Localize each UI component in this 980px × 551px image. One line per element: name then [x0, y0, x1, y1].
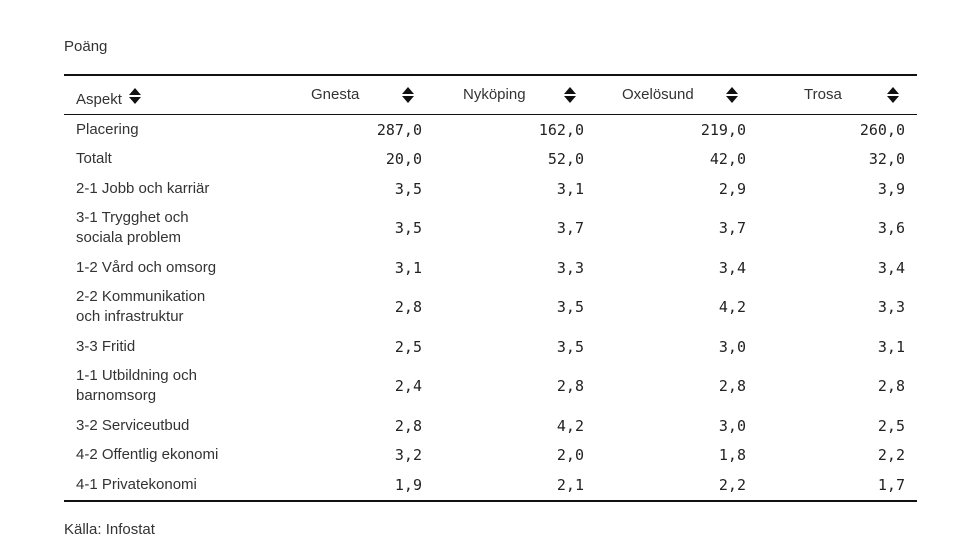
- cell-value: 1,9: [394, 475, 422, 494]
- table-header-row: Aspekt: [64, 75, 917, 115]
- cell-value: 3,5: [394, 219, 422, 238]
- column-header-gnesta[interactable]: [304, 75, 434, 115]
- cell-value: 3,2: [394, 446, 422, 465]
- cell-value: 4,2: [556, 416, 584, 435]
- row-label: 3-3 Fritid: [76, 337, 136, 355]
- table-row: 4-2 Offentlig ekonomi 3,2 2,0 1,8 2,2: [64, 441, 917, 471]
- data-table-container: Aspekt Placering 287,0 162,0 219,0 260,0 Tota…: [64, 74, 917, 502]
- cell-value: 2,0: [556, 446, 584, 465]
- table-subtitle: Poäng: [64, 38, 108, 55]
- sort-icon[interactable]: [401, 85, 415, 105]
- row-label: 1-2 Vård och omsorg: [76, 258, 217, 276]
- table-row: 4-1 Privatekonomi 1,9 2,1 2,2 1,7: [64, 470, 917, 501]
- cell-value: 2,8: [718, 377, 746, 396]
- cell-value: 2,5: [877, 416, 905, 435]
- cell-value: 3,4: [877, 258, 905, 277]
- column-header-trosa[interactable]: [758, 75, 917, 115]
- cell-value: 3,5: [556, 337, 584, 356]
- table-row: 1-1 Utbildning och barnomsorg 2,4 2,8 2,8 2,8: [64, 362, 917, 412]
- cell-value: 3,1: [556, 179, 584, 198]
- numeric-headers: Gnesta Nyköping Oxelösund Trosa: [64, 76, 917, 114]
- cell-value: 3,3: [556, 258, 584, 277]
- cell-value: 4,2: [718, 298, 746, 317]
- row-label: Placering: [76, 120, 139, 138]
- cell-value: 219,0: [700, 120, 746, 139]
- cell-value: 2,9: [718, 179, 746, 198]
- table-row: 1-2 Vård och omsorg 3,1 3,3 3,4 3,4: [64, 253, 917, 283]
- column-header-oxelosund[interactable]: [596, 75, 758, 115]
- cell-value: 3,6: [877, 219, 905, 238]
- sort-icon[interactable]: [886, 85, 900, 105]
- cell-value: 287,0: [376, 120, 422, 139]
- table-row: 3-2 Serviceutbud 2,8 4,2 3,0 2,5: [64, 411, 917, 441]
- row-label: 2-1 Jobb och karriär: [76, 179, 210, 197]
- column-header-label-gnesta: Gnesta: [311, 86, 360, 103]
- cell-value: 260,0: [859, 120, 905, 139]
- cell-value: 2,2: [877, 446, 905, 465]
- row-label: 3-2 Serviceutbud: [76, 416, 190, 434]
- cell-value: 3,0: [718, 337, 746, 356]
- table-row: 2-2 Kommunikation och infrastruktur 2,8 3,5…: [64, 283, 917, 333]
- cell-value: 162,0: [538, 120, 584, 139]
- sort-icon[interactable]: [128, 86, 142, 106]
- cell-value: 2,1: [556, 475, 584, 494]
- column-header-aspekt[interactable]: Aspekt: [64, 75, 304, 115]
- sort-icon[interactable]: [725, 85, 739, 105]
- cell-value: 2,8: [394, 416, 422, 435]
- cell-value: 2,2: [718, 475, 746, 494]
- table-body: Placering 287,0 162,0 219,0 260,0 Totalt 20,0 5…: [64, 115, 917, 501]
- table-row: 3-3 Fritid 2,5 3,5 3,0 3,1: [64, 332, 917, 362]
- table-row: 3-1 Trygghet och sociala problem 3,5 3,7 3,7…: [64, 204, 917, 254]
- data-table: Aspekt Placering 287,0 162,0 219,0 260,0 Tota…: [64, 74, 917, 502]
- cell-value: 3,4: [718, 258, 746, 277]
- cell-value: 3,3: [877, 298, 905, 317]
- row-label: 2-2 Kommunikation och infrastruktur: [76, 288, 206, 326]
- row-label: 1-1 Utbildning och barnomsorg: [76, 367, 197, 405]
- cell-value: 3,5: [556, 298, 584, 317]
- table-row: Placering 287,0 162,0 219,0 260,0: [64, 115, 917, 145]
- cell-value: 3,0: [718, 416, 746, 435]
- cell-value: 3,1: [877, 337, 905, 356]
- cell-value: 3,9: [877, 179, 905, 198]
- column-header-label: Aspekt: [76, 90, 122, 108]
- table-row: Totalt 20,0 52,0 42,0 32,0: [64, 145, 917, 175]
- cell-value: 1,7: [877, 475, 905, 494]
- cell-value: 20,0: [385, 150, 422, 169]
- cell-value: 2,8: [394, 298, 422, 317]
- cell-value: 52,0: [547, 150, 584, 169]
- cell-value: 3,1: [394, 258, 422, 277]
- sort-icon[interactable]: [563, 85, 577, 105]
- source-note: Källa: Infostat: [64, 521, 155, 538]
- row-label: 4-1 Privatekonomi: [76, 475, 197, 493]
- table-row: 2-1 Jobb och karriär 3,5 3,1 2,9 3,9: [64, 174, 917, 204]
- cell-value: 2,5: [394, 337, 422, 356]
- column-header-nykoping[interactable]: [434, 75, 596, 115]
- column-header-label-nykoping: Nyköping: [463, 86, 526, 103]
- row-label: Totalt: [76, 150, 112, 168]
- cell-value: 1,8: [718, 446, 746, 465]
- cell-value: 32,0: [868, 150, 905, 169]
- cell-value: 42,0: [709, 150, 746, 169]
- row-label: 4-2 Offentlig ekonomi: [76, 446, 219, 464]
- cell-value: 2,4: [394, 377, 422, 396]
- column-header-label-oxelosund: Oxelösund: [622, 86, 694, 103]
- cell-value: 2,8: [877, 377, 905, 396]
- cell-value: 3,5: [394, 179, 422, 198]
- row-label: 3-1 Trygghet och sociala problem: [76, 209, 189, 247]
- cell-value: 2,8: [556, 377, 584, 396]
- cell-value: 3,7: [556, 219, 584, 238]
- cell-value: 3,7: [718, 219, 746, 238]
- column-header-label-trosa: Trosa: [804, 86, 842, 103]
